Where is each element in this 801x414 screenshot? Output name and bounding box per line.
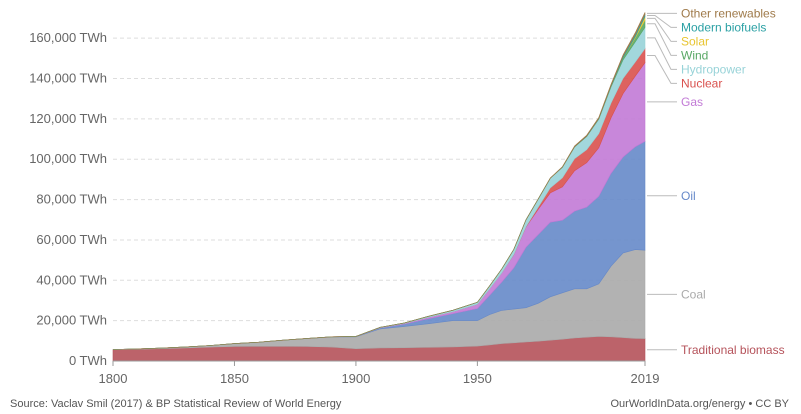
source-note: Source: Vaclav Smil (2017) & BP Statisti…	[10, 398, 342, 410]
x-tick-label: 2019	[631, 371, 660, 386]
series-label-solar[interactable]: Solar	[681, 34, 709, 48]
series-label-coal[interactable]: Coal	[681, 287, 706, 301]
y-tick-label: 60,000 TWh	[36, 232, 107, 247]
series-label-other-renewables[interactable]: Other renewables	[681, 6, 776, 20]
series-label-wind[interactable]: Wind	[681, 48, 708, 62]
series-label-traditional-biomass[interactable]: Traditional biomass	[681, 343, 785, 357]
x-tick-label: 1800	[99, 371, 128, 386]
label-connector	[647, 23, 677, 56]
series-label-modern-biofuels[interactable]: Modern biofuels	[681, 20, 766, 34]
x-tick-label: 1900	[341, 371, 370, 386]
label-connector	[647, 17, 677, 42]
area-other-renewables[interactable]	[112, 12, 646, 350]
y-tick-label: 80,000 TWh	[36, 192, 107, 207]
series-label-oil[interactable]: Oil	[681, 189, 696, 203]
label-connector	[647, 37, 677, 70]
y-tick-label: 40,000 TWh	[36, 272, 107, 287]
y-tick-label: 100,000 TWh	[29, 151, 107, 166]
brand-link[interactable]: OurWorldInData.org/energy • CC BY	[610, 398, 790, 410]
x-tick-label: 1850	[220, 371, 249, 386]
series-label-nuclear[interactable]: Nuclear	[681, 76, 722, 90]
y-tick-label: 160,000 TWh	[29, 30, 107, 45]
label-connector	[647, 55, 677, 84]
y-tick-label: 0 TWh	[69, 353, 107, 368]
series-label-hydropower[interactable]: Hydropower	[681, 62, 746, 76]
series-areas	[112, 12, 646, 362]
series-label-gas[interactable]: Gas	[681, 95, 703, 109]
y-tick-label: 20,000 TWh	[36, 313, 107, 328]
axes: 0 TWh 20,000 TWh 40,000 TWh 60,000 TWh 80,00…	[29, 30, 659, 386]
label-connector	[647, 15, 677, 28]
x-tick-label: 1950	[463, 371, 492, 386]
y-tick-label: 140,000 TWh	[29, 71, 107, 86]
y-tick-label: 120,000 TWh	[29, 111, 107, 126]
